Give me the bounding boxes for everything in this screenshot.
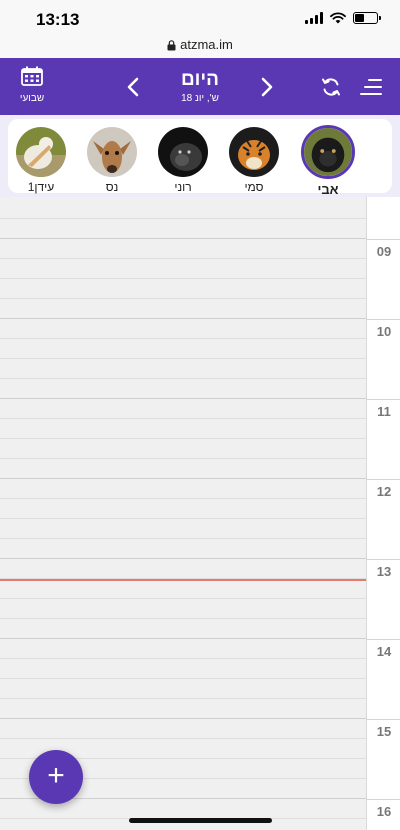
- hour-label: 15: [376, 724, 392, 739]
- day-title: היום: [181, 69, 219, 90]
- hour-tick: [367, 319, 400, 320]
- hour-tick: [367, 559, 400, 560]
- refresh-icon[interactable]: [320, 76, 342, 98]
- hour-tick: [367, 239, 400, 240]
- menu-icon[interactable]: [358, 76, 384, 98]
- battery-fill: [355, 14, 365, 22]
- avatar-item-avi[interactable]: אבי: [298, 125, 358, 197]
- avatar-name: סמי: [244, 180, 264, 194]
- time-slot[interactable]: [0, 319, 366, 339]
- calendar-grid[interactable]: [0, 197, 366, 830]
- hour-tick: [367, 719, 400, 720]
- weekly-view-button[interactable]: שבועי: [14, 66, 50, 104]
- time-slot[interactable]: [0, 259, 366, 279]
- current-time-line: [0, 579, 366, 581]
- time-slot[interactable]: [0, 639, 366, 659]
- hour-label: 09: [376, 244, 392, 259]
- hour-label: 11: [377, 404, 391, 419]
- hour-label: 10: [376, 324, 392, 339]
- time-slot[interactable]: [0, 339, 366, 359]
- hour-label: 12: [376, 484, 392, 499]
- time-slot[interactable]: [0, 239, 366, 259]
- weekly-label: שבועי: [19, 93, 45, 104]
- time-slot[interactable]: [0, 679, 366, 699]
- time-slot[interactable]: [0, 399, 366, 419]
- time-slot[interactable]: [0, 759, 366, 779]
- avatar-gorilla: [158, 127, 208, 177]
- battery-icon: [353, 12, 381, 24]
- chevron-right-icon[interactable]: [258, 76, 276, 98]
- chevron-left-icon[interactable]: [124, 76, 142, 98]
- avatar-strip: עידן1 נס: [0, 115, 400, 197]
- time-slot[interactable]: [0, 559, 366, 579]
- day-date: ש', יונ 18: [181, 93, 219, 104]
- avatar-item-nes[interactable]: נס: [82, 127, 142, 194]
- avatar-pelican: [16, 127, 66, 177]
- hour-tick: [367, 799, 400, 800]
- avatar-item-sami[interactable]: סמי: [224, 127, 284, 194]
- avatar-name: רוני: [174, 180, 192, 194]
- calendar-icon: [21, 66, 43, 86]
- time-slot[interactable]: [0, 819, 366, 830]
- url-bar[interactable]: atzma.im: [0, 36, 400, 58]
- time-slot[interactable]: [0, 659, 366, 679]
- time-slot[interactable]: [0, 699, 366, 719]
- avatar-name: עידן1: [27, 180, 55, 194]
- avatar-item-roni[interactable]: רוני: [153, 127, 213, 194]
- avatar-antelope: [87, 127, 137, 177]
- avatar-name: אבי: [317, 182, 339, 197]
- time-slot[interactable]: [0, 499, 366, 519]
- day-calendar: 09 10 11 12 13 14 15 16: [0, 197, 400, 830]
- signal-icon: [305, 12, 323, 24]
- status-bar: 13:13: [0, 0, 400, 36]
- wifi-icon: [330, 12, 346, 24]
- hour-tick: [367, 479, 400, 480]
- hour-label: 14: [376, 644, 392, 659]
- time-slot[interactable]: [0, 579, 366, 599]
- time-slot[interactable]: [0, 719, 366, 739]
- time-slot[interactable]: [0, 519, 366, 539]
- avatar-tiger: [229, 127, 279, 177]
- lock-icon: [167, 40, 176, 51]
- app-header: שבועי היום ש', יונ 18: [0, 58, 400, 115]
- url-text: atzma.im: [180, 37, 233, 52]
- avatar-name: נס: [105, 180, 119, 194]
- time-slot[interactable]: [0, 539, 366, 559]
- time-slot[interactable]: [0, 619, 366, 639]
- time-slot[interactable]: [0, 299, 366, 319]
- hour-label: 16: [376, 804, 392, 819]
- status-icons: [305, 12, 381, 24]
- time-slot[interactable]: [0, 419, 366, 439]
- status-time: 13:13: [36, 10, 80, 29]
- time-slot[interactable]: [0, 199, 366, 219]
- hour-tick: [367, 639, 400, 640]
- time-slot[interactable]: [0, 779, 366, 799]
- time-slot[interactable]: [0, 599, 366, 619]
- time-slot[interactable]: [0, 279, 366, 299]
- time-slot[interactable]: [0, 359, 366, 379]
- time-slot[interactable]: [0, 739, 366, 759]
- add-event-button[interactable]: +: [29, 750, 83, 804]
- time-slot[interactable]: [0, 379, 366, 399]
- avatar-monkey: [301, 125, 355, 179]
- hour-tick: [367, 399, 400, 400]
- time-slot[interactable]: [0, 459, 366, 479]
- hour-label: 13: [376, 564, 392, 579]
- avatar-item-idan1[interactable]: עידן1: [11, 127, 71, 194]
- avatar-card: עידן1 נס: [8, 119, 392, 197]
- time-slot[interactable]: [0, 479, 366, 499]
- time-column: 09 10 11 12 13 14 15 16: [366, 197, 400, 830]
- time-slot[interactable]: [0, 219, 366, 239]
- time-slot[interactable]: [0, 439, 366, 459]
- home-indicator: [129, 818, 272, 823]
